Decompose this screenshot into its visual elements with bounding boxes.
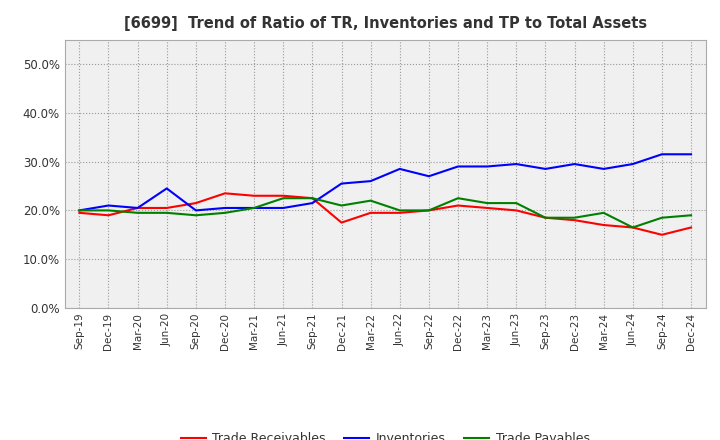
Trade Payables [163,210,171,216]
Trade Payables [308,195,317,201]
Trade Payables [629,225,637,230]
Trade Receivables [454,203,462,208]
Trade Payables [250,205,258,211]
Trade Payables [75,208,84,213]
Trade Receivables [220,191,229,196]
Inventories [133,205,142,211]
Legend: Trade Receivables, Inventories, Trade Payables: Trade Receivables, Inventories, Trade Pa… [176,427,595,440]
Trade Payables [599,210,608,216]
Trade Payables [687,213,696,218]
Trade Receivables [425,208,433,213]
Trade Payables [192,213,200,218]
Trade Receivables [163,205,171,211]
Line: Trade Payables: Trade Payables [79,198,691,227]
Inventories [308,201,317,206]
Inventories [337,181,346,186]
Trade Payables [220,210,229,216]
Trade Receivables [687,225,696,230]
Inventories [104,203,113,208]
Inventories [657,152,666,157]
Trade Receivables [250,193,258,198]
Trade Payables [483,201,492,206]
Line: Trade Receivables: Trade Receivables [79,193,691,235]
Trade Receivables [192,201,200,206]
Inventories [279,205,287,211]
Trade Receivables [104,213,113,218]
Inventories [629,161,637,167]
Trade Receivables [308,195,317,201]
Inventories [425,174,433,179]
Trade Payables [570,215,579,220]
Inventories [570,161,579,167]
Trade Receivables [512,208,521,213]
Inventories [687,152,696,157]
Trade Payables [395,208,404,213]
Trade Payables [133,210,142,216]
Trade Receivables [570,217,579,223]
Inventories [220,205,229,211]
Inventories [483,164,492,169]
Inventories [512,161,521,167]
Trade Payables [366,198,375,203]
Trade Receivables [483,205,492,211]
Inventories [599,166,608,172]
Trade Payables [657,215,666,220]
Inventories [395,166,404,172]
Inventories [250,205,258,211]
Title: [6699]  Trend of Ratio of TR, Inventories and TP to Total Assets: [6699] Trend of Ratio of TR, Inventories… [124,16,647,32]
Trade Payables [512,201,521,206]
Inventories [192,208,200,213]
Trade Payables [104,208,113,213]
Trade Receivables [395,210,404,216]
Trade Receivables [657,232,666,238]
Trade Payables [425,208,433,213]
Trade Receivables [337,220,346,225]
Inventories [541,166,550,172]
Trade Receivables [599,222,608,227]
Trade Receivables [541,215,550,220]
Trade Payables [279,195,287,201]
Trade Payables [454,195,462,201]
Trade Receivables [629,225,637,230]
Line: Inventories: Inventories [79,154,691,210]
Trade Receivables [133,205,142,211]
Trade Receivables [75,210,84,216]
Trade Receivables [279,193,287,198]
Inventories [454,164,462,169]
Inventories [163,186,171,191]
Trade Receivables [366,210,375,216]
Trade Payables [541,215,550,220]
Inventories [75,208,84,213]
Inventories [366,179,375,184]
Trade Payables [337,203,346,208]
